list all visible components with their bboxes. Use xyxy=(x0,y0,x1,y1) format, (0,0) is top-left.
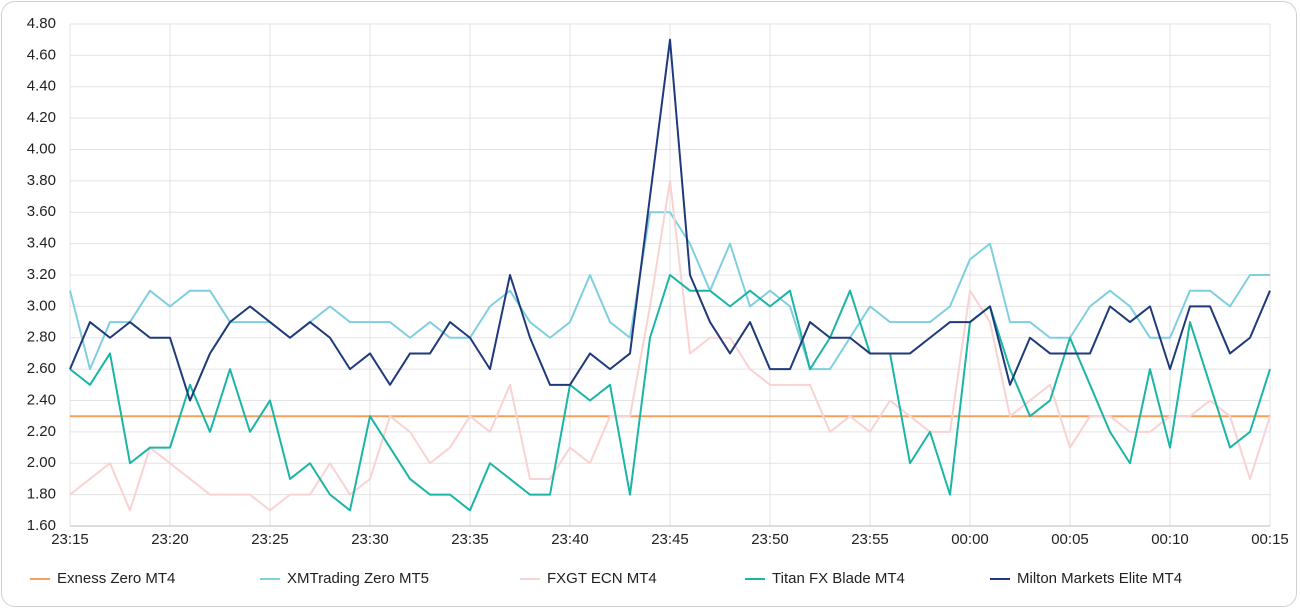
x-tick-label: 23:45 xyxy=(651,531,689,548)
y-tick-label: 2.40 xyxy=(27,391,56,408)
y-tick-label: 4.80 xyxy=(27,15,56,32)
x-tick-label: 00:10 xyxy=(1151,531,1189,548)
y-tick-label: 1.60 xyxy=(27,517,56,534)
legend-label: Exness Zero MT4 xyxy=(57,570,175,587)
x-tick-label: 00:00 xyxy=(951,531,989,548)
y-tick-label: 3.60 xyxy=(27,203,56,220)
y-tick-label: 3.80 xyxy=(27,172,56,189)
x-tick-label: 00:05 xyxy=(1051,531,1089,548)
y-tick-label: 3.40 xyxy=(27,235,56,252)
y-tick-label: 2.20 xyxy=(27,423,56,440)
series-line xyxy=(69,274,1271,512)
legend-label: Milton Markets Elite MT4 xyxy=(1017,570,1182,587)
series-line xyxy=(69,38,1271,402)
y-tick-label: 3.00 xyxy=(27,297,56,314)
legend-label: Titan FX Blade MT4 xyxy=(772,570,905,587)
series-line xyxy=(69,179,1271,512)
x-tick-label: 23:30 xyxy=(351,531,389,548)
y-tick-label: 2.80 xyxy=(27,329,56,346)
x-tick-label: 23:55 xyxy=(851,531,889,548)
y-tick-label: 4.00 xyxy=(27,140,56,157)
y-tick-label: 4.40 xyxy=(27,78,56,95)
y-tick-label: 2.00 xyxy=(27,454,56,471)
y-tick-label: 2.60 xyxy=(27,360,56,377)
x-tick-label: 23:35 xyxy=(451,531,489,548)
y-tick-label: 4.60 xyxy=(27,46,56,63)
x-tick-label: 00:15 xyxy=(1251,531,1289,548)
y-tick-label: 1.80 xyxy=(27,486,56,503)
x-tick-label: 23:25 xyxy=(251,531,289,548)
y-tick-label: 4.20 xyxy=(27,109,56,126)
legend-label: FXGT ECN MT4 xyxy=(547,570,657,587)
x-tick-label: 23:15 xyxy=(51,531,89,548)
x-tick-label: 23:50 xyxy=(751,531,789,548)
x-tick-label: 23:20 xyxy=(151,531,189,548)
x-tick-label: 23:40 xyxy=(551,531,589,548)
legend-label: XMTrading Zero MT5 xyxy=(287,570,429,587)
y-tick-label: 3.20 xyxy=(27,266,56,283)
